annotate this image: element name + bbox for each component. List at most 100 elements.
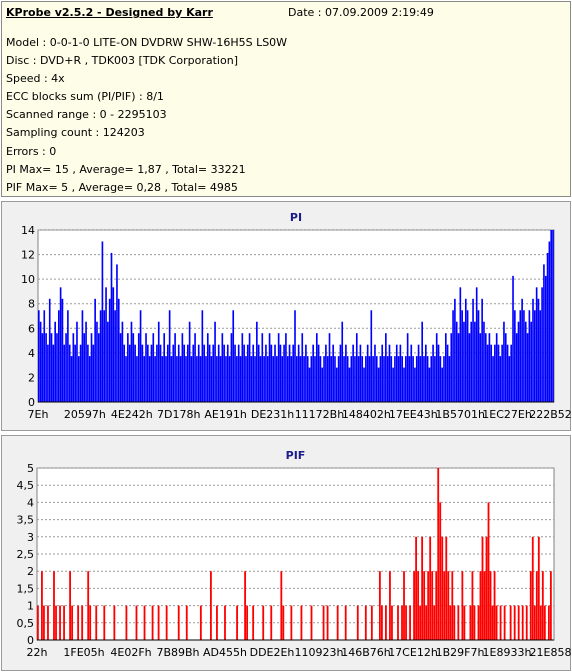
pif-bar (477, 605, 480, 640)
scan-date: Date : 07.09.2009 2:19:49 (288, 6, 434, 19)
pi-bar (65, 333, 67, 402)
pif-bar (103, 605, 106, 640)
pi-bar (430, 356, 433, 402)
pif-bar (483, 571, 486, 640)
pif-bar (95, 605, 98, 640)
pi-bar (85, 321, 87, 402)
pi-x-tick-label: 7D178h (157, 408, 200, 421)
pif-bar (364, 605, 367, 640)
pi-bar (486, 344, 489, 402)
pi-bar (499, 356, 502, 402)
pi-bar (514, 310, 516, 402)
pi-bar (472, 298, 474, 402)
pif-bar (224, 605, 226, 640)
pif-y-tick-label: 1,5 (17, 582, 35, 595)
pi-bar (281, 356, 284, 402)
pi-bar (179, 356, 182, 402)
pi-bar (352, 344, 354, 402)
pi-x-tick-label: 1B5701h (435, 408, 485, 421)
pi-x-tick-label: 4E242h (111, 408, 153, 421)
pi-bar (308, 367, 311, 402)
pif-bar (469, 605, 472, 640)
pi-bar (394, 356, 396, 402)
pi-bar (68, 344, 71, 402)
pi-bar (483, 321, 485, 402)
pi-bar (434, 356, 436, 402)
pi-bar (79, 344, 82, 402)
pif-bar (37, 605, 39, 640)
pi-bar (457, 333, 460, 402)
pi-bar (243, 344, 245, 402)
pif-bar (457, 605, 460, 640)
pi-bar (121, 321, 124, 402)
pif-bar (451, 571, 454, 640)
pi-bar (363, 367, 365, 402)
info-speed: Speed : 4x (6, 72, 65, 86)
pif-y-tick-label: 5 (27, 462, 34, 475)
pif-bar (539, 605, 542, 640)
pi-x-tick-label: 20597h (64, 408, 106, 421)
pif-bar (415, 536, 417, 640)
pif-bar (326, 605, 329, 640)
pi-bar (552, 230, 554, 402)
pi-bar (544, 275, 547, 402)
pi-bar (88, 356, 91, 402)
pif-bar (543, 605, 546, 640)
pif-bar (495, 605, 498, 640)
pif-y-tick-label: 0 (27, 634, 34, 647)
pi-x-tick-label: 222B52h (529, 408, 572, 421)
pi-bar (515, 333, 518, 402)
pif-bar (413, 571, 415, 640)
pi-bar (366, 344, 369, 402)
pi-bar (59, 287, 62, 402)
pi-bar (350, 356, 353, 402)
pif-x-tick-label: 110923h (295, 646, 344, 659)
pi-x-tick-label: 17EE43h (389, 408, 438, 421)
pi-bars (38, 230, 554, 402)
pi-bar (357, 356, 360, 402)
pif-bar (270, 605, 273, 640)
pi-bar (381, 344, 384, 402)
pi-bar (343, 356, 345, 402)
pif-bar (489, 571, 492, 640)
pi-bar (47, 344, 49, 402)
pif-x-tick-label: 4E02Fh (110, 646, 151, 659)
pif-bar (322, 605, 325, 640)
pif-y-tick-label: 4,5 (17, 479, 35, 492)
pif-bar (479, 571, 482, 640)
pi-bar (194, 333, 196, 402)
pi-bar (537, 298, 540, 402)
pi-bar (112, 287, 115, 402)
pi-bar (279, 344, 282, 402)
pi-y-tick-label: 10 (21, 273, 35, 286)
pi-bar (374, 344, 376, 402)
pi-bar (317, 344, 320, 402)
pif-bar (391, 605, 393, 640)
pi-bar (56, 333, 58, 402)
pif-bar (433, 605, 436, 640)
pi-bar (177, 344, 180, 402)
pi-bar (48, 298, 51, 402)
pi-bar (108, 298, 111, 402)
pif-bar (336, 605, 339, 640)
pi-bar (474, 321, 476, 402)
pif-plot-area (36, 467, 555, 641)
pif-bar (282, 605, 285, 640)
pi-bar (328, 333, 331, 402)
pi-bar (306, 356, 309, 402)
pi-bar (128, 344, 131, 402)
pi-bar (221, 333, 224, 402)
pif-bar (503, 605, 506, 640)
pi-bar (477, 310, 480, 402)
pi-bar (41, 333, 44, 402)
pi-bar (43, 310, 46, 402)
pi-bar (254, 356, 256, 402)
pif-bar (47, 605, 49, 640)
pi-bar (412, 356, 414, 402)
pi-bar (94, 298, 96, 402)
pif-bar (493, 571, 496, 640)
pi-bar (406, 333, 409, 402)
pif-bar (143, 605, 146, 640)
pif-bar (344, 605, 347, 640)
pi-bar (543, 264, 545, 402)
